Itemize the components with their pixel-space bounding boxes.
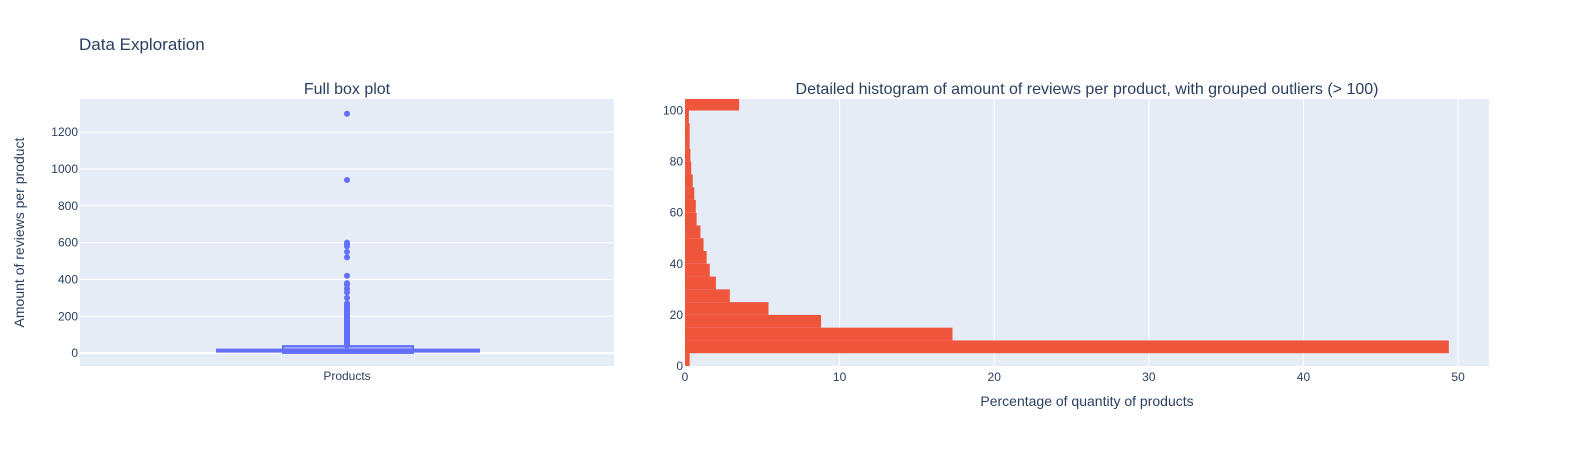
histogram-x-tick-label: 40 (1297, 370, 1311, 384)
box-plot-y-tick-label: 800 (58, 199, 78, 213)
box-outlier-point (344, 177, 350, 184)
histogram-y-tick-label: 60 (670, 206, 684, 220)
histogram-y-tick-label: 100 (663, 103, 683, 117)
histogram-x-tick-label: 0 (682, 370, 689, 384)
histogram-bar (685, 327, 953, 341)
histogram-y-tick-label: 40 (670, 257, 684, 271)
histogram-bars (685, 99, 1449, 366)
box-plot-y-tick-label: 1000 (51, 162, 78, 176)
box-plot: 0 200 400 600 800 1000 1200 Full box plot Amou… (11, 81, 614, 383)
histogram-x-tick-label: 10 (833, 370, 847, 384)
histogram-bar (685, 314, 822, 328)
histogram-x-tick-label: 20 (988, 370, 1002, 384)
histogram-bar (685, 353, 690, 366)
histogram-y-tick-label: 80 (670, 155, 684, 169)
histogram-x-ticks: 0 10 20 30 40 50 (682, 370, 1465, 384)
histogram-title: Detailed histogram of amount of reviews … (796, 81, 1379, 98)
box-outlier-point (344, 110, 350, 117)
box-plot-y-tick-label: 1200 (51, 125, 78, 139)
histogram-bar (685, 99, 740, 111)
histogram-bar (685, 276, 716, 290)
box-plot-y-ticks: 0 200 400 600 800 1000 1200 (51, 125, 78, 360)
page-title: Data Exploration (79, 35, 205, 54)
box-plot-x-tick-label: Products (323, 369, 370, 383)
box-plot-y-tick-label: 600 (58, 236, 78, 250)
histogram-x-axis-label: Percentage of quantity of products (980, 393, 1193, 409)
histogram-x-tick-label: 30 (1142, 370, 1156, 384)
histogram-plot: 0 20 40 60 80 100 0 10 20 30 40 50 Detailed histog… (663, 81, 1489, 409)
histogram-bar (685, 302, 769, 315)
histogram-bar (685, 263, 710, 277)
histogram-bar (685, 161, 692, 175)
histogram-y-ticks: 0 20 40 60 80 100 (663, 103, 683, 373)
box-plot-marks (216, 110, 480, 354)
box-plot-y-axis-label: Amount of reviews per product (11, 137, 27, 327)
histogram-bar (685, 174, 693, 188)
box-plot-y-tick-label: 400 (58, 272, 78, 286)
histogram-bar (685, 199, 696, 213)
box-plot-y-tick-label: 0 (71, 346, 78, 360)
histogram-y-tick-label: 0 (676, 359, 683, 373)
histogram-bar (685, 251, 707, 264)
box-outlier-point (344, 294, 350, 301)
histogram-bar (685, 148, 691, 162)
histogram-bar (685, 225, 701, 239)
histogram-bar (685, 187, 695, 200)
histogram-bar (685, 136, 690, 149)
histogram-bar (685, 110, 689, 124)
box-outlier-point (344, 272, 350, 279)
box-plot-y-tick-label: 200 (58, 309, 78, 323)
box-outlier-point (344, 248, 350, 255)
histogram-bar (685, 340, 1449, 354)
box-outlier-point (344, 243, 350, 250)
histogram-bar (685, 289, 730, 303)
box-outlier-point (344, 289, 350, 296)
box-plot-title: Full box plot (304, 81, 391, 98)
histogram-y-tick-label: 20 (670, 308, 684, 322)
histogram-x-tick-label: 50 (1451, 370, 1465, 384)
box-outlier-cluster (344, 303, 350, 346)
histogram-bar (685, 123, 690, 137)
histogram-bar (685, 212, 697, 226)
box-outlier-point (344, 254, 350, 261)
histogram-bar (685, 238, 704, 252)
